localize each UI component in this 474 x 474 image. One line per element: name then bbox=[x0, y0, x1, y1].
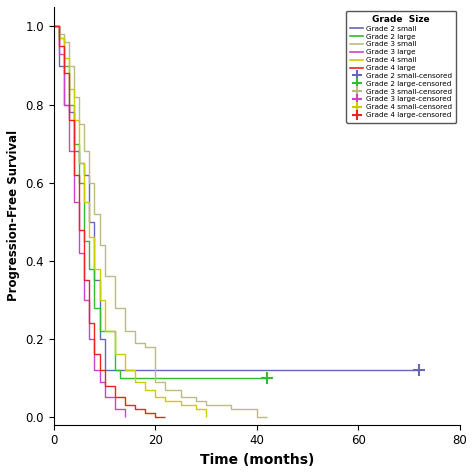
Y-axis label: Progression-Free Survival: Progression-Free Survival bbox=[7, 130, 20, 301]
X-axis label: Time (months): Time (months) bbox=[200, 453, 314, 467]
Legend: Grade 2 small, Grade 2 large, Grade 3 small, Grade 3 large, Grade 4 small, Grade: Grade 2 small, Grade 2 large, Grade 3 sm… bbox=[346, 10, 456, 123]
